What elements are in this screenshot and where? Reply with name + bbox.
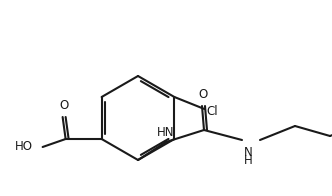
Text: O: O xyxy=(59,99,68,112)
Text: Cl: Cl xyxy=(207,104,218,117)
Text: H: H xyxy=(244,154,253,167)
Text: HN: HN xyxy=(157,126,175,139)
Text: HO: HO xyxy=(15,141,33,153)
Text: O: O xyxy=(199,88,208,101)
Text: N: N xyxy=(244,146,253,159)
